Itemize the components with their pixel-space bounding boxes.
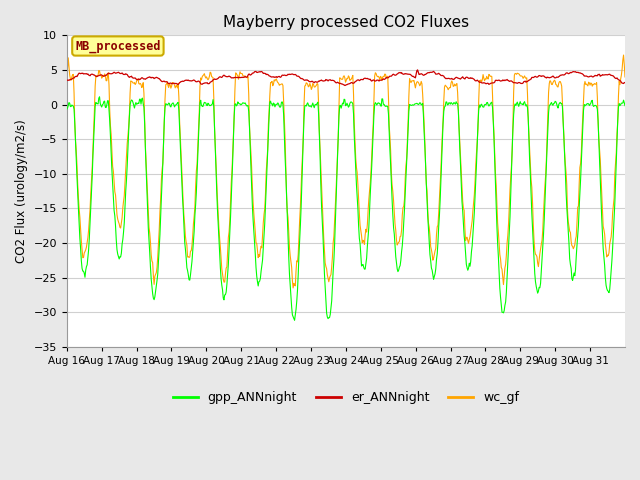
Title: Mayberry processed CO2 Fluxes: Mayberry processed CO2 Fluxes xyxy=(223,15,469,30)
Y-axis label: CO2 Flux (urology/m2/s): CO2 Flux (urology/m2/s) xyxy=(15,119,28,263)
Text: MB_processed: MB_processed xyxy=(75,39,161,53)
Legend: gpp_ANNnight, er_ANNnight, wc_gf: gpp_ANNnight, er_ANNnight, wc_gf xyxy=(168,386,524,409)
